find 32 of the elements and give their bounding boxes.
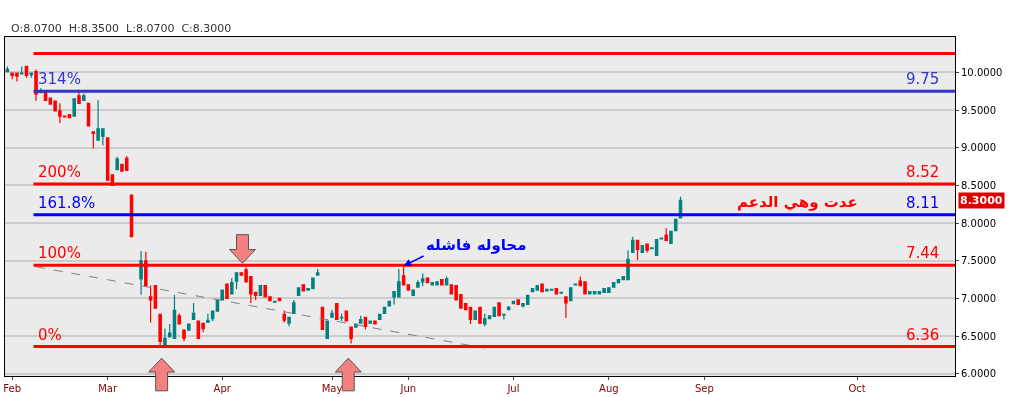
text: O:8.0700 H:8.3500 L:8.0700 C:8.3000 — [11, 22, 232, 35]
y-tick-label: 9.5000 — [961, 104, 996, 116]
x-tick-label: Jun — [399, 383, 417, 394]
y-tick-label: 10.0000 — [961, 66, 1003, 78]
text: 8.3000 — [960, 194, 1003, 207]
y-tick-label: 8.5000 — [961, 179, 996, 191]
annotation: عدت وهي الدعم — [737, 193, 858, 211]
annotation: 314% — [38, 70, 81, 88]
x-tick-label: May — [321, 383, 343, 394]
ref-line-label: 7.44 — [906, 244, 940, 262]
x-tick-label: Oct — [848, 383, 866, 394]
x-tick-label: Mar — [98, 383, 118, 394]
x-tick-label: Feb — [3, 383, 22, 394]
annotation: 200% — [38, 163, 81, 181]
x-tick-label: Apr — [213, 383, 232, 394]
ref-line-label: 6.36 — [906, 326, 940, 344]
x-tick-label: Aug — [599, 383, 619, 394]
annotation: محاوله فاشله — [426, 236, 527, 254]
annotation: 0% — [38, 326, 62, 344]
ref-line-label: 8.52 — [906, 163, 940, 181]
y-tick-label: 6.0000 — [961, 368, 996, 380]
y-tick-label: 7.0000 — [961, 292, 996, 304]
x-tick-label: Jul — [506, 383, 520, 394]
x-tick-label: Sep — [694, 383, 714, 394]
y-tick-label: 6.5000 — [961, 330, 996, 342]
ref-line-label: 9.75 — [906, 70, 940, 88]
annotation: 161.8% — [38, 194, 96, 212]
y-tick-label: 9.0000 — [961, 142, 996, 154]
y-tick-label: 8.0000 — [961, 217, 996, 229]
y-tick-label: 7.5000 — [961, 255, 996, 267]
annotation: 100% — [38, 244, 81, 262]
ref-line-label: 8.11 — [906, 194, 940, 212]
